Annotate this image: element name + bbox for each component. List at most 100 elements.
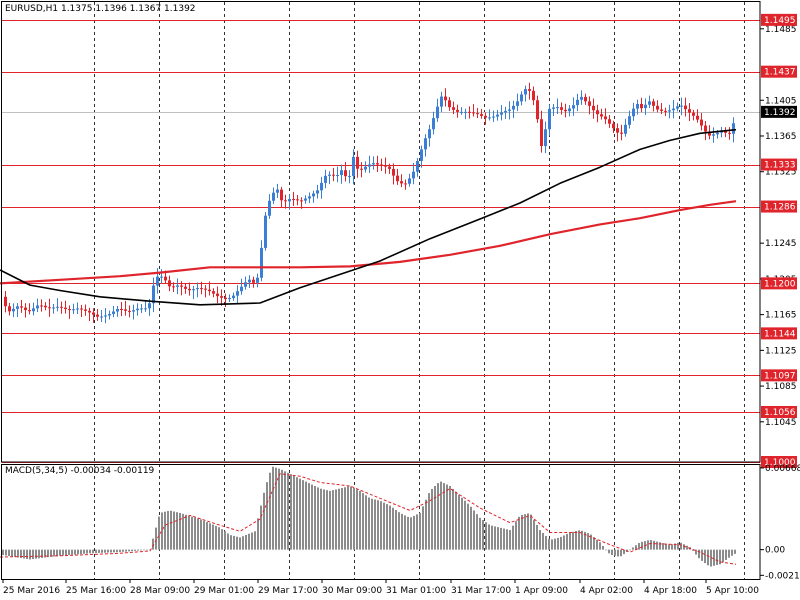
macd-histogram-bar [200,519,202,550]
candle-bull [132,310,135,312]
macd-histogram-bar [647,540,649,550]
time-tick-label: 25 Mar 16:00 [66,586,126,596]
candle-bull [104,315,107,317]
candle-bear [692,112,695,116]
macd-histogram-bar [371,498,373,550]
macd-histogram-bar [236,536,238,550]
level-price-label: 1.1000 [764,458,796,468]
macd-histogram-bar [212,524,214,550]
macd-histogram-bar [281,469,283,550]
candle-bear [220,296,223,298]
candle-bull [236,291,239,296]
candle-bear [168,280,171,287]
macd-histogram-bar [629,549,631,551]
price-tick-label: 1.1405 [765,96,797,106]
candle-bull [576,99,579,106]
candle-bull [316,190,319,194]
macd-histogram-bar [104,549,106,553]
candle-bull [416,160,419,172]
price-tick-label: 1.1485 [765,25,797,35]
panel-frames [1,1,761,580]
candle-bull [440,96,443,107]
macd-histogram-bar [62,549,64,556]
macd-histogram-bar [20,549,22,558]
candle-bear [560,107,563,110]
macd-histogram-bar [431,488,433,550]
candle-bear [376,163,379,165]
macd-histogram-bar [440,481,442,550]
candle-bear [124,309,127,311]
moving-averages [0,128,737,306]
macd-histogram-bar [296,477,298,550]
candle-bear [616,128,619,133]
macd-histogram-bar [8,549,10,556]
candle-bull [308,196,311,199]
macd-histogram-bar [335,489,337,550]
macd-histogram-bar [677,542,679,550]
candle-bull [72,309,75,311]
macd-histogram-bar [155,527,157,550]
macd-histogram-bar [98,549,100,553]
candle-bear [84,309,87,311]
candle-bull [524,89,527,95]
candle-bear [608,119,611,124]
candle-bear [296,199,299,201]
macd-histogram-bar [671,544,673,550]
candle-bear [388,166,391,169]
macd-histogram-bar [581,530,583,550]
macd-histogram-bar [275,467,277,550]
candle-bull [244,282,247,287]
macd-histogram-bar [680,542,682,550]
macd-histogram-bar [545,535,547,550]
macd-histogram-bar [614,549,616,556]
macd-histogram-bar [392,507,394,550]
macd-histogram-bar [164,511,166,550]
macd-histogram-bar [404,515,406,550]
macd-histogram-bar [650,540,652,550]
candle-bear [392,168,395,176]
macd-histogram-bar [446,484,448,550]
candle-bull [568,108,571,112]
candle-bull [732,123,735,134]
macd-histogram-bar [329,490,331,550]
macd-histogram-bar [518,516,520,550]
macd-panel [0,466,737,567]
level-price-tag [761,405,797,418]
macd-histogram-bar [497,527,499,550]
candle-bull [232,295,235,299]
price-tick-label: 1.1325 [765,168,797,178]
candle-bear [468,111,471,113]
candle-bear [384,165,387,167]
candle-bull [312,193,315,197]
candle-bear [164,276,167,281]
candle-bear [688,109,691,113]
current-price-tag [761,105,797,118]
candle-bear [208,289,211,292]
candle-bear [532,90,535,101]
candle-bull [256,277,259,283]
candle-bull [492,116,495,118]
time-tick-label: 5 Apr 10:00 [706,586,759,596]
macd-histogram-bar [500,527,502,550]
macd-histogram-bar [347,486,349,550]
macd-histogram-bar [353,487,355,550]
macd-histogram-bar [422,506,424,550]
level-price-label: 1.1097 [764,371,796,381]
macd-histogram-bar [182,513,184,550]
macd-histogram-bar [146,549,148,551]
candle-bear [188,288,191,291]
candle-bull [228,298,231,300]
macd-histogram-bar [623,549,625,555]
macd-histogram-bar [479,517,481,550]
candle-bull [116,308,119,312]
macd-histogram-bar [191,516,193,550]
candle-bear [64,307,67,310]
candle-bear [212,291,215,294]
macd-histogram-bar [542,533,544,550]
candle-bull [56,306,59,308]
candle-bull [548,108,551,130]
macd-histogram-bar [284,471,286,550]
time-tick-label: 31 Mar 01:00 [386,586,446,596]
candle-bull [328,174,331,176]
